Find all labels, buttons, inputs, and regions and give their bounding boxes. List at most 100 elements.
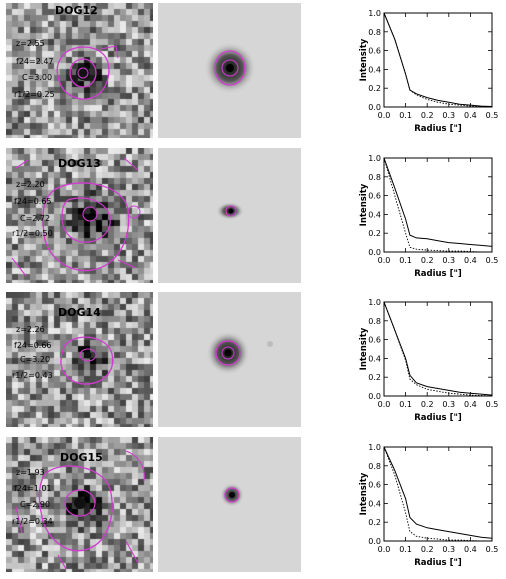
figure-row-dog15: DOG15 z=1.93 f24=1.01 C=2.90 r1/2=0.34 0… <box>0 437 506 579</box>
x-tick-label: 0.5 <box>486 400 499 409</box>
param-redshift: z=2.26 <box>16 325 45 334</box>
x-axis-label: Radius ["] <box>414 558 462 568</box>
observed-profile-line <box>383 446 493 539</box>
observed-cutout: DOG13 z=2.20 f24=0.65 C=2.72 r1/2=0.50 <box>6 148 153 283</box>
y-tick-label: 0.2 <box>368 518 381 527</box>
y-axis-label: Intensity <box>359 327 369 370</box>
y-tick-label: 0.6 <box>368 47 381 56</box>
radial-profile-plot: 0.0 0.1 0.2 0.3 0.4 0.5 0.0 0.2 0.4 0.6 0.8 1.0 Radi… <box>359 443 498 568</box>
y-tick-label: 0.4 <box>368 65 381 74</box>
param-flux: f24=2.47 <box>16 57 54 66</box>
y-tick-label: 0.8 <box>368 28 381 37</box>
model-image <box>158 148 301 283</box>
param-concentration: C=2.72 <box>20 214 51 223</box>
radial-profile-plot: 0.0 0.1 0.2 0.3 0.4 0.5 0.0 0.2 0.4 0.6 0.8 1.0 Radi… <box>359 298 499 423</box>
param-half-light-radius: r1/2=0.43 <box>12 371 53 380</box>
y-tick-label: 0.8 <box>368 317 381 326</box>
observed-profile-line <box>383 157 493 247</box>
radial-profile-plot: 0.0 0.1 0.2 0.3 0.4 0.5 0.0 0.2 0.4 0.6 0.8 1.0 Radi… <box>359 9 499 134</box>
param-flux: f24=0.66 <box>14 341 52 350</box>
y-tick-label: 0.2 <box>368 84 381 93</box>
x-axis-label: Radius ["] <box>414 269 462 279</box>
x-tick-label: 0.1 <box>399 545 412 554</box>
x-tick-label: 0.0 <box>378 256 391 265</box>
x-tick-label: 0.5 <box>486 111 499 120</box>
noise-image <box>6 292 153 427</box>
radial-profile-plot: 0.0 0.1 0.2 0.3 0.4 0.5 0.0 0.2 0.4 0.6 0.8 1.0 Radi… <box>359 154 499 279</box>
param-redshift: z=2.20 <box>16 180 45 189</box>
x-tick-label: 0.4 <box>464 545 477 554</box>
contour-overlay <box>60 336 114 385</box>
y-tick-label: 0.0 <box>368 537 381 546</box>
x-tick-label: 0.2 <box>421 545 434 554</box>
y-tick-label: 0.0 <box>368 103 381 112</box>
x-tick-label: 0.1 <box>399 256 412 265</box>
param-concentration: C=3.20 <box>20 355 51 364</box>
model-source <box>220 483 244 507</box>
param-concentration: C=3.00 <box>22 73 53 82</box>
model-profile-line <box>383 301 493 397</box>
y-axis-label: Intensity <box>359 183 369 226</box>
model-image <box>158 437 301 572</box>
y-tick-label: 0.2 <box>368 373 381 382</box>
y-tick-label: 0.8 <box>368 173 381 182</box>
y-tick-label: 0.4 <box>368 499 381 508</box>
plot-frame <box>383 301 493 397</box>
model-image <box>158 3 301 138</box>
x-tick-label: 0.0 <box>378 111 391 120</box>
figure-row-dog13: DOG13 z=2.20 f24=0.65 C=2.72 r1/2=0.50 0… <box>0 148 506 290</box>
y-tick-label: 0.4 <box>368 210 381 219</box>
model-profile-line <box>383 12 493 108</box>
panel-title: DOG13 <box>58 157 101 170</box>
y-tick-label: 0.6 <box>368 192 381 201</box>
param-half-light-radius: r1/2=0.25 <box>14 90 55 99</box>
param-half-light-radius: r1/2=0.50 <box>12 229 53 238</box>
param-flux: f24=1.01 <box>14 484 52 493</box>
model-source <box>216 202 244 220</box>
x-tick-label: 0.3 <box>442 545 455 554</box>
x-tick-label: 0.3 <box>442 256 455 265</box>
y-tick-label: 1.0 <box>368 443 381 452</box>
y-tick-label: 0.6 <box>368 481 381 490</box>
observed-cutout: DOG15 z=1.93 f24=1.01 C=2.90 r1/2=0.34 <box>6 437 153 572</box>
y-axis-label: Intensity <box>359 472 369 515</box>
x-tick-label: 0.0 <box>378 545 391 554</box>
contour-overlay <box>56 45 119 100</box>
model-source <box>204 42 256 94</box>
x-tick-label: 0.2 <box>421 400 434 409</box>
y-tick-label: 0.0 <box>368 392 381 401</box>
x-tick-label: 0.1 <box>399 111 412 120</box>
model-source <box>206 331 273 375</box>
observed-cutout: DOG14 z=2.26 f24=0.66 C=3.20 r1/2=0.43 <box>6 292 153 427</box>
figure-row-dog12: DOG12 z=2.55 f24=2.47 C=3.00 r1/2=0.25 0… <box>0 3 506 145</box>
model-image <box>158 292 301 427</box>
x-axis-label: Radius ["] <box>414 413 462 423</box>
x-tick-label: 0.4 <box>464 111 477 120</box>
contour-overlay <box>15 450 145 570</box>
x-tick-label: 0.3 <box>442 111 455 120</box>
observed-cutout: DOG12 z=2.55 f24=2.47 C=3.00 r1/2=0.25 <box>6 3 153 138</box>
plot-frame <box>383 157 493 253</box>
observed-profile-line <box>383 12 493 107</box>
y-tick-label: 1.0 <box>368 9 381 18</box>
x-tick-label: 0.4 <box>464 256 477 265</box>
y-tick-label: 0.0 <box>368 248 381 257</box>
panel-title: DOG14 <box>58 306 101 319</box>
y-tick-label: 0.4 <box>368 354 381 363</box>
x-tick-label: 0.0 <box>378 400 391 409</box>
panel-title: DOG15 <box>60 451 103 464</box>
x-tick-label: 0.2 <box>421 256 434 265</box>
y-tick-label: 1.0 <box>368 298 381 307</box>
param-half-light-radius: r1/2=0.34 <box>12 517 53 526</box>
param-redshift: z=2.55 <box>16 39 45 48</box>
x-axis-label: Radius ["] <box>414 124 462 134</box>
plot-frame <box>383 446 493 542</box>
x-tick-label: 0.3 <box>442 400 455 409</box>
y-tick-label: 0.8 <box>368 462 381 471</box>
param-concentration: C=2.90 <box>20 500 51 509</box>
y-axis-label: Intensity <box>359 38 369 81</box>
x-tick-label: 0.5 <box>486 256 499 265</box>
contour-overlay <box>11 157 141 277</box>
y-tick-label: 1.0 <box>368 154 381 163</box>
y-tick-label: 0.2 <box>368 229 381 238</box>
